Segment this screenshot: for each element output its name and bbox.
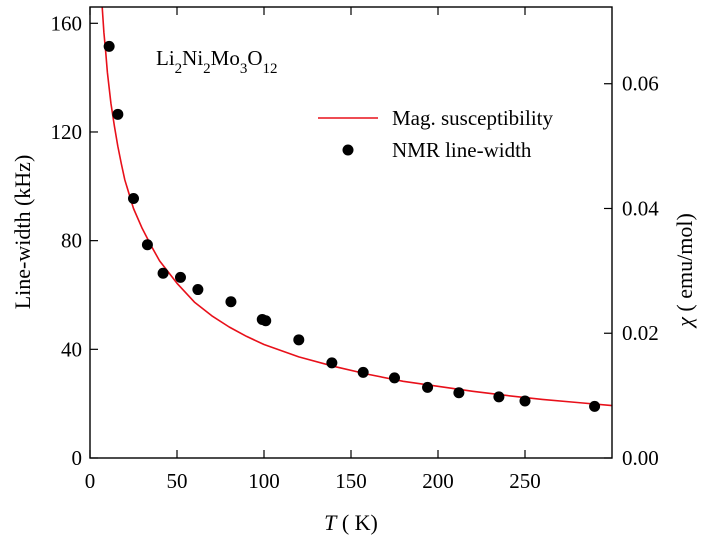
nmr-point: [192, 284, 204, 296]
x-tick-label-1: 50: [167, 469, 188, 493]
nmr-point: [174, 271, 186, 283]
y-tick-label-3: 120: [51, 120, 83, 144]
nmr-point: [157, 267, 169, 279]
y-tick-label-1: 40: [61, 337, 82, 361]
compound-label: Li2Ni2Mo3O12: [156, 46, 278, 77]
nmr-point: [260, 315, 272, 327]
susceptibility-line: [101, 6, 613, 407]
y-tick-label-0: 0: [72, 446, 83, 470]
series-layer: [101, 6, 613, 412]
x-axis-label: T ( K): [324, 510, 378, 535]
formula-subscript: 2: [175, 61, 183, 77]
y2-tick-label-2: 0.04: [622, 196, 659, 220]
formula-element: O: [247, 46, 262, 70]
legend-label-nmr: NMR line-width: [392, 138, 532, 162]
x-tick-label-5: 250: [509, 469, 541, 493]
y2-axis-label: χ ( emu/mol): [672, 213, 697, 329]
nmr-point: [128, 193, 139, 205]
nmr-point: [141, 239, 153, 251]
nmr-point: [112, 108, 124, 120]
x-tick-label-4: 200: [422, 469, 454, 493]
nmr-point: [519, 395, 531, 407]
y2-tick-label-1: 0.02: [622, 321, 659, 345]
nmr-point: [293, 334, 305, 346]
nmr-point: [422, 381, 434, 393]
x-tick-label-0: 0: [85, 469, 96, 493]
y-tick-label-4: 160: [51, 11, 83, 35]
y2-tick-label-0: 0.00: [622, 446, 659, 470]
axes-layer: 0 50 100 150 200 250 0 40 80 120 160 0.00 0.02 0.04 0.…: [51, 7, 659, 493]
x-tick-label-2: 100: [248, 469, 280, 493]
legend: Mag. susceptibility NMR line-width: [318, 106, 553, 162]
x-tick-label-3: 150: [335, 469, 367, 493]
formula-subscript: 3: [240, 61, 248, 77]
y-tick-label-2: 80: [61, 229, 82, 253]
formula-element: Mo: [211, 46, 240, 70]
nmr-point: [389, 372, 400, 384]
plot-frame: [89, 6, 613, 459]
y-axis-label: Line-width (kHz): [10, 155, 35, 310]
formula-element: Ni: [182, 46, 203, 70]
legend-label-susceptibility: Mag. susceptibility: [392, 106, 553, 130]
formula-element: Li: [156, 46, 175, 70]
nmr-point: [453, 387, 465, 399]
legend-swatch-marker: [342, 144, 354, 156]
y2-tick-label-3: 0.06: [622, 72, 659, 96]
nmr-point: [357, 366, 369, 378]
nmr-point: [103, 40, 115, 52]
formula-subscript: 12: [263, 61, 278, 77]
nmr-point: [326, 357, 338, 369]
nmr-point: [493, 391, 505, 403]
nmr-point: [589, 400, 601, 412]
nmr-point: [225, 296, 237, 308]
formula-subscript: 2: [203, 61, 211, 77]
